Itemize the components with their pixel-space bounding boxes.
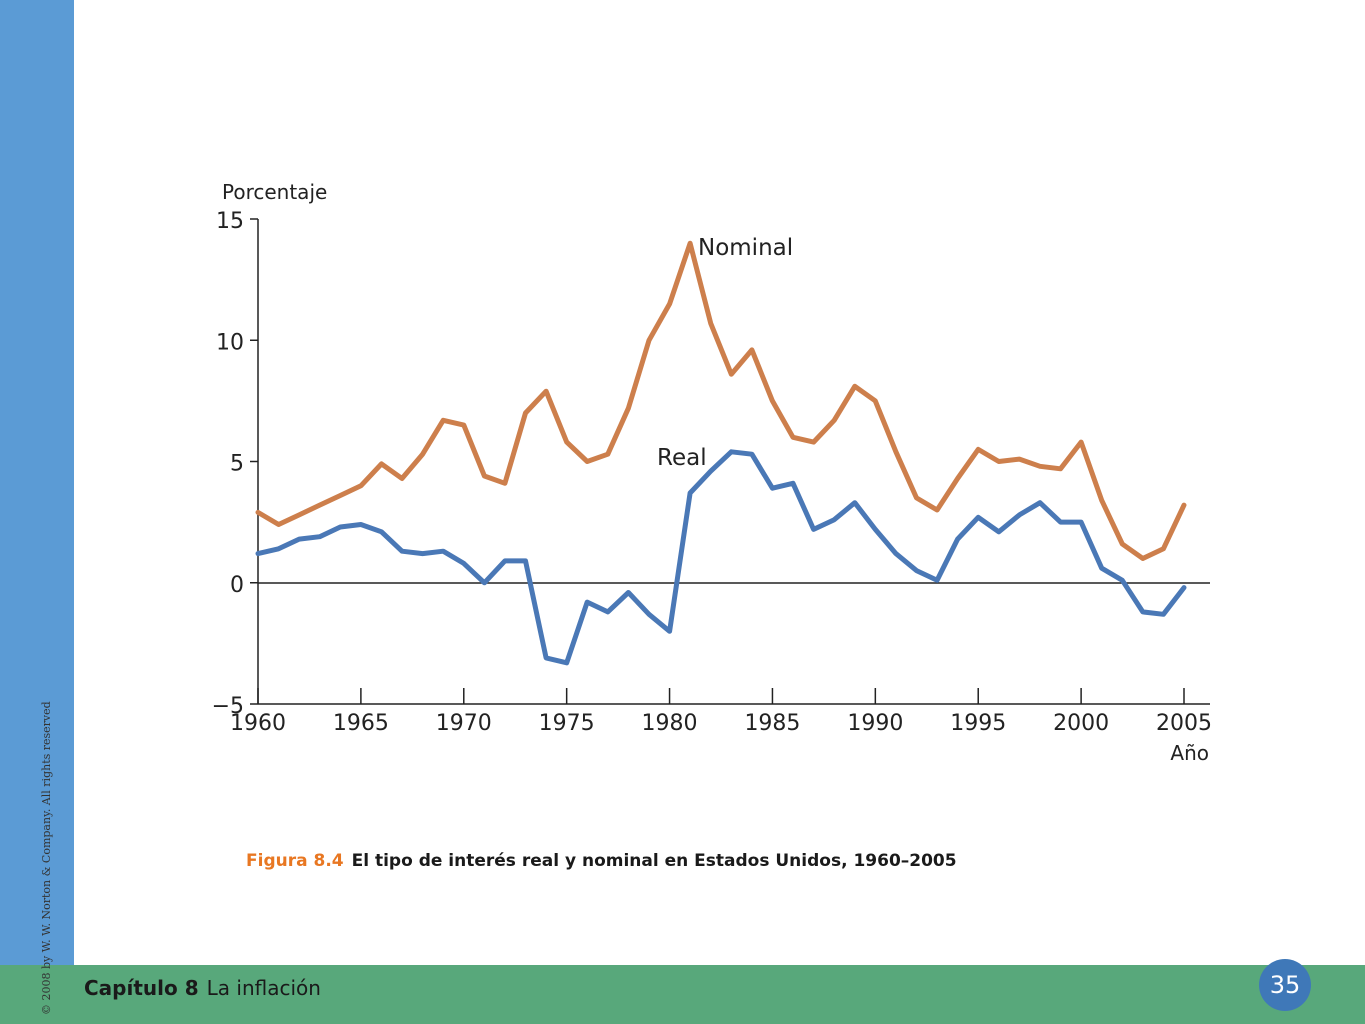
y-tick-label: 10 — [216, 330, 244, 355]
figure-label: Figura 8.4 — [246, 851, 344, 871]
x-axis-label: Año — [1170, 741, 1209, 765]
x-tick-label: 2000 — [1053, 711, 1109, 736]
y-tick-label: 0 — [230, 573, 244, 598]
x-tick-label: 1960 — [230, 711, 286, 736]
x-tick-label: 2005 — [1156, 711, 1212, 736]
series-group — [255, 240, 1187, 666]
chapter-heading: Capítulo 8 La inflación — [84, 976, 321, 1000]
x-tick-label: 1985 — [744, 711, 800, 736]
x-tick-label: 1975 — [539, 711, 595, 736]
x-ticks: 1960 1965 1970 1975 1980 1985 1990 1995 2000 2005 — [230, 688, 1212, 736]
bottom-bar — [0, 965, 1365, 1024]
x-tick-label: 1965 — [333, 711, 389, 736]
series-label-nominal: Nominal — [698, 235, 793, 261]
interest-rate-chart: Porcentaje 15 10 5 0 −5 1960 1965 1970 1975 1980… — [212, 180, 1212, 765]
y-ticks: 15 10 5 0 −5 — [212, 209, 258, 719]
chapter-title: La inflación — [206, 976, 321, 1000]
side-bar — [0, 0, 74, 1024]
y-axis-label: Porcentaje — [222, 180, 327, 204]
series-line-nominal — [255, 240, 1187, 561]
x-tick-label: 1980 — [642, 711, 698, 736]
figure-caption: Figura 8.4 El tipo de interés real y nomi… — [246, 851, 957, 871]
y-tick-label: −5 — [212, 694, 244, 719]
series-label-real: Real — [657, 445, 707, 471]
x-tick-label: 1995 — [950, 711, 1006, 736]
page-number-badge: 35 — [1259, 959, 1311, 1011]
chapter-number: Capítulo 8 — [84, 976, 199, 1000]
y-tick-label: 15 — [216, 209, 244, 234]
y-tick-label: 5 — [230, 452, 244, 477]
x-tick-label: 1970 — [436, 711, 492, 736]
x-tick-label: 1990 — [847, 711, 903, 736]
caption-text: El tipo de interés real y nominal en Est… — [351, 851, 957, 871]
series-line-real — [255, 449, 1187, 666]
